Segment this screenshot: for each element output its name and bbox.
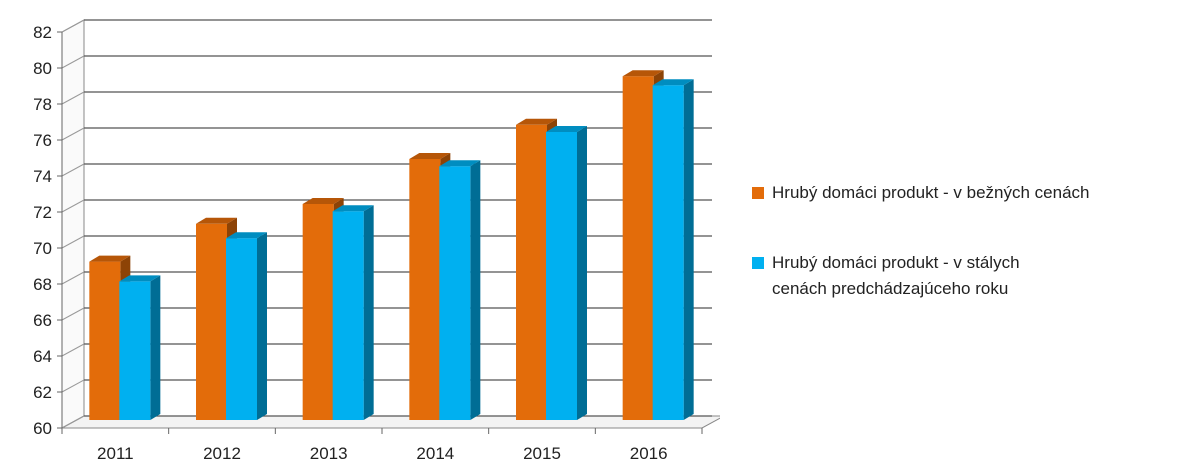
bar-side	[257, 232, 267, 420]
y-tick-label: 70	[33, 239, 52, 258]
legend-swatch-current-prices	[752, 187, 764, 199]
bar-front	[302, 204, 334, 420]
bar-front	[546, 132, 577, 420]
bar-front	[196, 223, 227, 420]
bars	[89, 70, 694, 421]
x-tick-label: 2016	[630, 444, 668, 463]
x-tick-label: 2011	[97, 444, 134, 463]
bar-constant-prices-2014	[439, 160, 481, 420]
legend: Hrubý domáci produkt - v bežných cenách …	[752, 180, 1172, 302]
y-tick-label: 60	[33, 419, 52, 438]
bar-constant-prices-2012	[226, 232, 267, 420]
bar-top	[226, 232, 267, 239]
y-tick-label: 66	[33, 311, 52, 330]
bar-front	[439, 166, 471, 420]
gridline-side	[61, 307, 85, 321]
x-tick-label: 2014	[416, 444, 454, 463]
bar-constant-prices-2011	[119, 275, 161, 420]
bar-side	[683, 79, 694, 420]
y-tick-label: 82	[33, 23, 52, 42]
bar-front	[119, 281, 151, 420]
bar-top	[409, 153, 451, 159]
gridline-side	[61, 271, 85, 285]
gridline-side	[61, 415, 85, 429]
y-tick-label: 72	[33, 203, 52, 222]
bar-top	[119, 275, 161, 282]
gridline-side	[61, 343, 85, 357]
legend-item-constant-prices: Hrubý domáci produkt - v stálych cenách …	[752, 250, 1172, 302]
y-axis-ticks: 60 62 64 66 68 70 72 74 76 78 80 82	[33, 23, 63, 438]
side-wall	[61, 19, 85, 429]
bar-constant-prices-2015	[546, 126, 587, 420]
bar-front	[516, 124, 547, 421]
bar-constant-prices-2013	[332, 205, 374, 420]
chart-floor	[61, 415, 720, 429]
gridline-side	[61, 379, 85, 393]
x-tick-label: 2012	[203, 444, 241, 463]
y-tick-label: 78	[33, 95, 52, 114]
bar-side	[363, 205, 374, 420]
bar-front	[332, 211, 364, 420]
gridline-side	[61, 163, 85, 177]
legend-label-constant-prices: Hrubý domáci produkt - v stálych cenách …	[772, 253, 1020, 298]
bar-front	[409, 159, 441, 420]
bar-side	[470, 160, 481, 420]
bar-top	[332, 205, 374, 212]
gridline-side	[61, 91, 85, 105]
bar-top	[89, 255, 131, 262]
bar-top	[622, 70, 664, 77]
gridline-side	[61, 127, 85, 141]
bar-front	[226, 238, 257, 420]
bar-top	[439, 160, 481, 167]
gridline-side	[61, 19, 85, 33]
y-tick-label: 74	[33, 167, 52, 186]
legend-label-current-prices: Hrubý domáci produkt - v bežných cenách	[772, 183, 1090, 202]
chart-walls	[61, 19, 720, 429]
bar-top	[652, 79, 694, 86]
x-tick-label: 2015	[523, 444, 561, 463]
x-tick-label: 2013	[310, 444, 348, 463]
y-tick-label: 76	[33, 131, 52, 150]
gridline-side	[61, 199, 85, 213]
bar-top	[302, 198, 344, 204]
gridline-side	[61, 55, 85, 69]
gridline-side	[61, 235, 85, 249]
bar-side	[150, 275, 161, 420]
bar-front	[89, 261, 121, 420]
legend-swatch-constant-prices	[752, 257, 764, 269]
bar-top	[516, 118, 557, 125]
bar-front	[652, 85, 684, 420]
y-tick-label: 80	[33, 59, 52, 78]
x-axis-ticks: 2011 2012 2013 2014 2015 2016	[61, 428, 703, 463]
bar-constant-prices-2016	[652, 79, 694, 420]
bar-top	[546, 126, 587, 132]
y-tick-label: 62	[33, 383, 52, 402]
gridlines	[61, 19, 712, 429]
y-tick-label: 64	[33, 347, 52, 366]
bar-side	[577, 126, 587, 420]
bar-front	[622, 76, 654, 420]
legend-item-current-prices: Hrubý domáci produkt - v bežných cenách	[752, 180, 1172, 206]
y-tick-label: 68	[33, 275, 52, 294]
bar-top	[196, 217, 237, 224]
